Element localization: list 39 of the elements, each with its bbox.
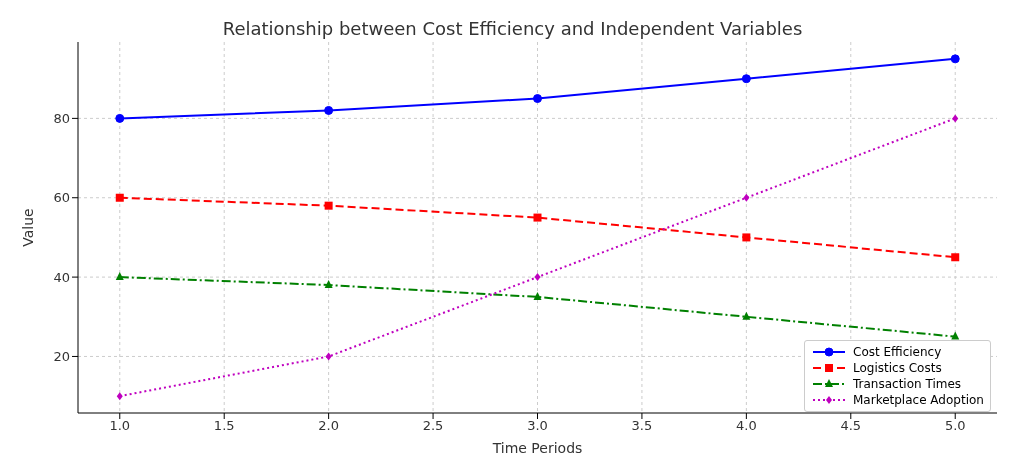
point (324, 201, 333, 210)
point (533, 291, 542, 300)
point (324, 280, 333, 289)
point (950, 54, 960, 64)
point (324, 105, 334, 115)
point (952, 114, 959, 123)
point (115, 193, 124, 202)
point (115, 113, 125, 123)
y-axis-title: Value (19, 208, 36, 247)
legend-label: Cost Efficiency (853, 345, 942, 359)
x-tick-label: 3.5 (631, 418, 653, 434)
point (533, 94, 542, 104)
point (533, 213, 542, 222)
point (325, 352, 332, 361)
y-tick-label: 80 (53, 111, 70, 126)
y-tick-label: 40 (53, 269, 70, 285)
x-tick-label: 1.5 (213, 418, 235, 434)
x-tick-label: 3.0 (527, 418, 548, 434)
x-tick-label: 1.0 (109, 418, 131, 434)
point (534, 273, 541, 282)
point (742, 311, 751, 320)
legend-label: Logistics Costs (853, 361, 942, 375)
point (951, 253, 960, 262)
legend-label: Transaction Times (853, 377, 962, 391)
chart-title: Relationship between Cost Efficiency and Independent Variables (221, 18, 804, 39)
y-tick-label: 60 (53, 190, 70, 206)
x-tick-label: 2.5 (422, 418, 444, 434)
x-axis-title: Time Periods (491, 440, 583, 456)
x-tick-label: 5.0 (944, 418, 966, 434)
point (116, 392, 123, 401)
x-tick-label: 4.0 (736, 418, 757, 434)
x-tick-label: 2.0 (318, 418, 339, 434)
x-tick-label: 4.5 (840, 418, 862, 434)
y-tick-label: 20 (53, 349, 70, 365)
point (741, 74, 751, 84)
point (951, 331, 960, 340)
legend-label: Marketplace Adoption (853, 393, 984, 407)
point (742, 233, 751, 242)
point (743, 193, 750, 202)
